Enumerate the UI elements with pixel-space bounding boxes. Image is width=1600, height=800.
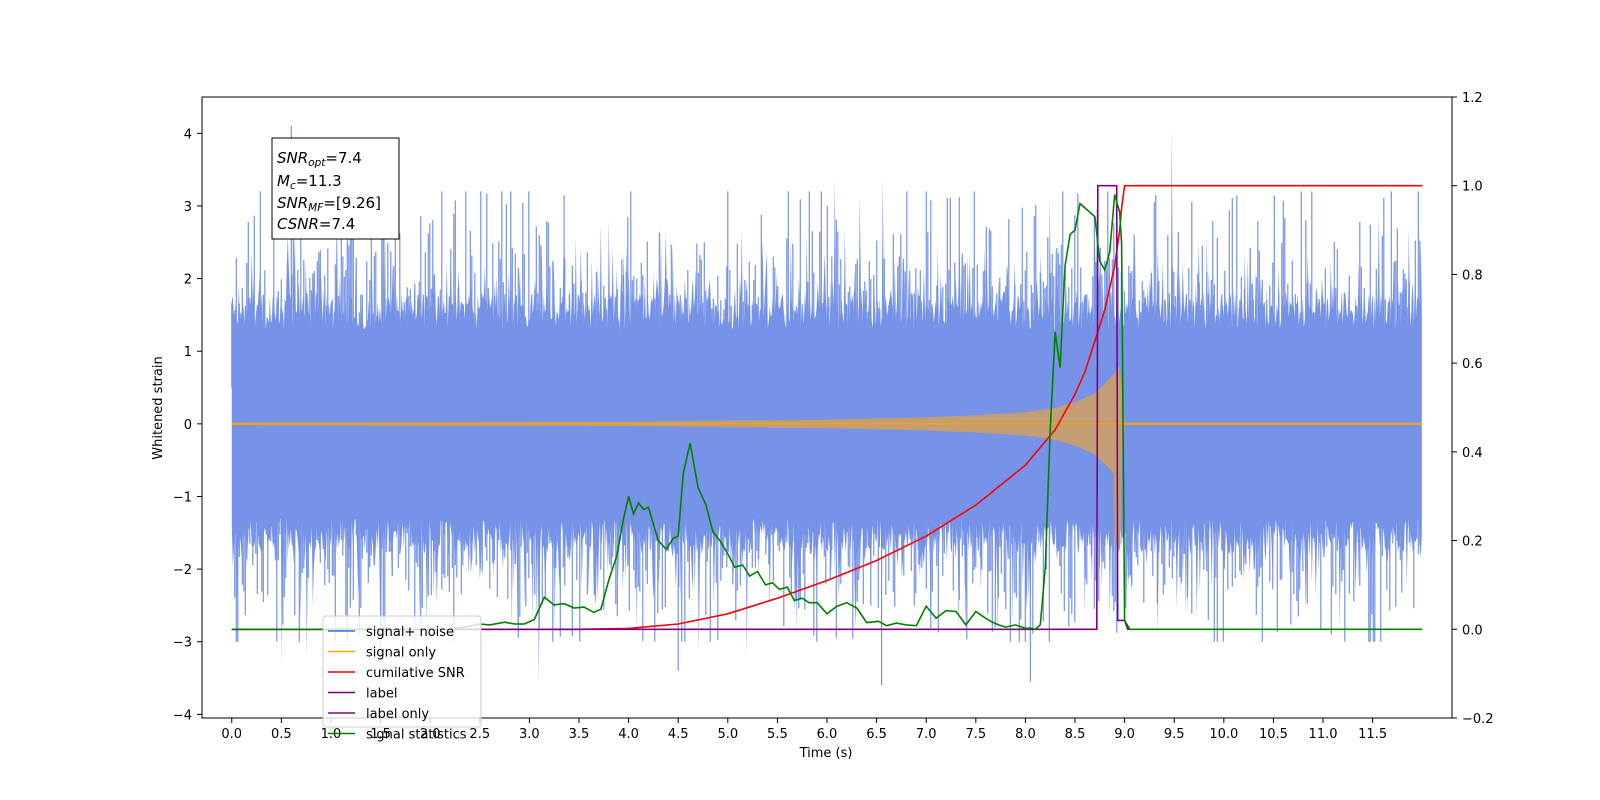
x-tick-label: 8.5 bbox=[1065, 727, 1086, 742]
y2-tick-label: 0.0 bbox=[1462, 623, 1483, 638]
y-tick-label: 1 bbox=[184, 345, 192, 360]
y-axis-ticks: 4 3 2 1 0 −1 −2 −3 −4 bbox=[173, 127, 202, 723]
y-tick-label: −4 bbox=[173, 708, 192, 723]
stats-annotation: SNRopt=7.4 Mc=11.3 SNRMF=[9.26] CSNR=7.4 bbox=[271, 137, 400, 240]
y-tick-label: 4 bbox=[184, 127, 192, 142]
x-tick-label: 6.0 bbox=[817, 727, 838, 742]
y-tick-label: −1 bbox=[173, 490, 192, 505]
snr-mf-text: SNRMF=[9.26] bbox=[277, 194, 381, 214]
x-tick-label: 3.0 bbox=[519, 727, 540, 742]
legend: signal+ noise signal only cumilative SNR la… bbox=[322, 615, 482, 743]
y2-tick-label: 0.2 bbox=[1462, 535, 1483, 550]
x-tick-label: 7.5 bbox=[965, 727, 986, 742]
legend-label: signal statistics bbox=[366, 728, 467, 743]
x-tick-label: 9.5 bbox=[1164, 727, 1185, 742]
legend-label: label only bbox=[366, 707, 429, 722]
x-tick-label: 2.0 bbox=[420, 727, 441, 742]
legend-label: signal only bbox=[366, 646, 436, 661]
x-tick-label: 1.0 bbox=[321, 727, 342, 742]
x-tick-label: 10.5 bbox=[1259, 727, 1288, 742]
y-tick-label: 0 bbox=[184, 418, 192, 433]
x-tick-label: 11.5 bbox=[1358, 727, 1387, 742]
csnr-text: CSNR=7.4 bbox=[277, 215, 355, 233]
x-tick-label: 4.5 bbox=[668, 727, 689, 742]
x-tick-label: 10.0 bbox=[1209, 727, 1238, 742]
y2-tick-label: 0.8 bbox=[1462, 268, 1483, 283]
x-axis-label: Time (s) bbox=[799, 746, 853, 761]
x-tick-label: 7.0 bbox=[916, 727, 937, 742]
annotation-box bbox=[271, 137, 400, 240]
snr-opt-text: SNRopt=7.4 bbox=[277, 149, 362, 169]
legend-label: label bbox=[366, 687, 397, 702]
x-tick-label: 2.5 bbox=[469, 727, 490, 742]
x-tick-label: 5.0 bbox=[717, 727, 738, 742]
x-tick-label: 8.0 bbox=[1015, 727, 1036, 742]
legend-label: cumilative SNR bbox=[366, 666, 465, 681]
x-tick-label: 0.5 bbox=[271, 727, 292, 742]
x-tick-label: 6.5 bbox=[866, 727, 887, 742]
x-tick-label: 5.5 bbox=[767, 727, 788, 742]
y-tick-label: 2 bbox=[184, 273, 192, 288]
y2-tick-label: 1.2 bbox=[1462, 91, 1483, 106]
y-tick-label: −3 bbox=[173, 636, 192, 651]
y2-axis-ticks: 1.2 1.0 0.8 0.6 0.4 0.2 0.0 −0.2 bbox=[1452, 91, 1494, 727]
y-axis-label: Whitened strain bbox=[151, 356, 166, 459]
x-axis-ticks: 0.0 0.5 1.0 1.5 2.0 2.5 3.0 3.5 4.0 4.5 5.0 5.5 6.0 6… bbox=[221, 718, 1387, 742]
x-tick-label: 3.5 bbox=[569, 727, 590, 742]
signal-noise-envelope bbox=[231, 128, 1422, 702]
legend-label: signal+ noise bbox=[366, 625, 454, 640]
signal-noise-line bbox=[231, 126, 1421, 686]
x-tick-label: 9.0 bbox=[1114, 727, 1135, 742]
x-tick-label: 4.0 bbox=[618, 727, 639, 742]
cumilative-snr-line bbox=[231, 184, 1423, 631]
x-tick-label: 0.0 bbox=[221, 727, 242, 742]
legend-box bbox=[322, 615, 482, 728]
y2-tick-label: 1.0 bbox=[1462, 180, 1483, 195]
mc-text: Mc=11.3 bbox=[277, 172, 342, 192]
y2-tick-label: 0.4 bbox=[1462, 446, 1483, 461]
y-tick-label: −2 bbox=[173, 563, 192, 578]
plot-area bbox=[231, 126, 1423, 702]
y2-tick-label: −0.2 bbox=[1462, 712, 1494, 727]
x-tick-label: 1.5 bbox=[370, 727, 391, 742]
x-tick-label: 11.0 bbox=[1309, 727, 1338, 742]
y-tick-label: 3 bbox=[184, 200, 192, 215]
y2-tick-label: 0.6 bbox=[1462, 357, 1483, 372]
signal-statistics-line bbox=[231, 194, 1423, 631]
